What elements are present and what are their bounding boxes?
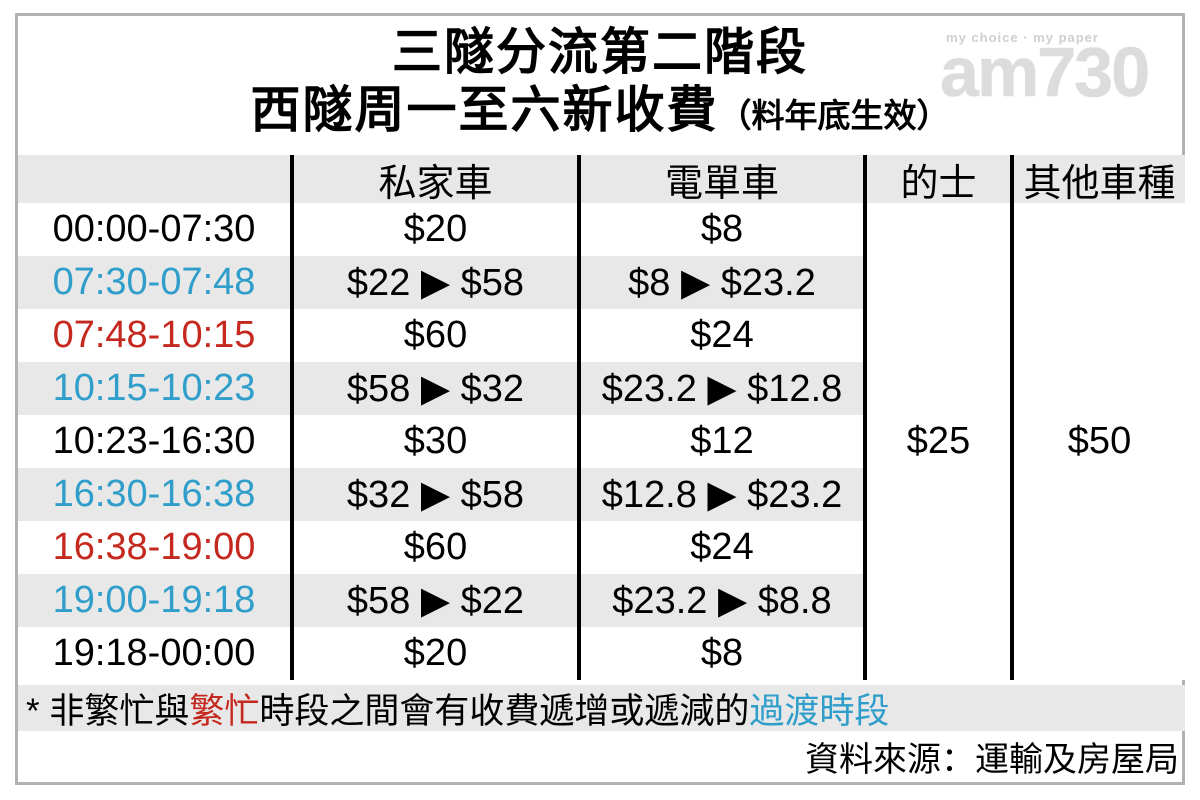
private-car-fare: $22 ▶ $58: [290, 256, 577, 309]
time-range: 19:00-19:18: [52, 579, 256, 621]
time-range: 10:15-10:23: [52, 367, 256, 409]
page-title-line2: 西隧周一至六新收費（料年底生效）: [0, 82, 1200, 138]
toll-fare-table: 私家車 電單車 的士 其他車種 00:00-07:30 $20 $8 07:30…: [18, 155, 1185, 680]
private-car-fare: $20: [290, 203, 577, 256]
am730-logo-wordmark: am730: [940, 33, 1150, 111]
col-header-private-car: 私家車: [290, 155, 577, 205]
col-header-time: [18, 155, 290, 203]
motorcycle-fare: $24: [577, 309, 863, 362]
private-car-fare: $20: [290, 627, 577, 680]
private-car-fare: $60: [290, 309, 577, 362]
table-body: 00:00-07:30 $20 $8 07:30-07:48 $22 ▶ $58…: [18, 203, 1185, 680]
motorcycle-fare: $8: [577, 203, 863, 256]
motorcycle-fare: $23.2 ▶ $8.8: [577, 574, 863, 627]
footnote-middle: 時段之間會有收費遞增或遞減的: [259, 691, 750, 731]
col-header-taxi: 的士: [863, 155, 1010, 205]
page-title-effective-note: （料年底生效）: [718, 97, 950, 134]
table-row: 07:48-10:15 $60 $24: [18, 309, 863, 362]
table-row: 10:15-10:23 $58 ▶ $32 $23.2 ▶ $12.8: [18, 362, 863, 415]
table-row: 16:30-16:38 $32 ▶ $58 $12.8 ▶ $23.2: [18, 468, 863, 521]
other-vehicles-fare-all-day: $50: [1010, 203, 1185, 680]
footnote: * 非繁忙與 繁忙 時段之間會有收費遞增或遞減的 過渡時段: [18, 685, 1185, 731]
motorcycle-fare: $8: [577, 627, 863, 680]
footnote-peak-word: 繁忙: [189, 691, 260, 731]
table-row: 16:38-19:00 $60 $24: [18, 521, 863, 574]
col-header-motorcycle: 電單車: [577, 155, 863, 205]
am730-logo: my choice · my paper am730: [940, 30, 1150, 111]
table-row: 19:18-00:00 $20 $8: [18, 627, 863, 680]
time-range: 10:23-16:30: [52, 420, 256, 462]
table-header-row: 私家車 電單車 的士 其他車種: [18, 155, 1185, 205]
time-range: 16:30-16:38: [52, 473, 256, 515]
time-range: 07:48-10:15: [52, 314, 256, 356]
title-block: 三隧分流第二階段 西隧周一至六新收費（料年底生效）: [0, 24, 1200, 138]
motorcycle-fare: $23.2 ▶ $12.8: [577, 362, 863, 415]
private-car-fare: $60: [290, 521, 577, 574]
col-header-other-vehicles: 其他車種: [1010, 155, 1185, 205]
time-range: 00:00-07:30: [52, 208, 256, 250]
data-source-credit: 資料來源：運輸及房屋局: [805, 740, 1179, 779]
private-car-fare: $30: [290, 415, 577, 468]
page-title-line1: 三隧分流第二階段: [392, 24, 808, 80]
private-car-fare: $32 ▶ $58: [290, 468, 577, 521]
motorcycle-fare: $12: [577, 415, 863, 468]
table-row: 00:00-07:30 $20 $8: [18, 203, 863, 256]
time-range: 16:38-19:00: [52, 526, 256, 568]
table-row: 07:30-07:48 $22 ▶ $58 $8 ▶ $23.2: [18, 256, 863, 309]
table-row: 10:23-16:30 $30 $12: [18, 415, 863, 468]
motorcycle-fare: $12.8 ▶ $23.2: [577, 468, 863, 521]
time-range: 19:18-00:00: [52, 632, 256, 674]
private-car-fare: $58 ▶ $22: [290, 574, 577, 627]
motorcycle-fare: $24: [577, 521, 863, 574]
private-car-fare: $58 ▶ $32: [290, 362, 577, 415]
page-title-line2-main: 西隧周一至六新收費: [250, 82, 719, 138]
time-range: 07:30-07:48: [52, 261, 256, 303]
footnote-transition-word: 過渡時段: [749, 691, 890, 731]
footnote-prefix: * 非繁忙與: [26, 691, 190, 731]
taxi-fare-all-day: $25: [863, 203, 1010, 680]
motorcycle-fare: $8 ▶ $23.2: [577, 256, 863, 309]
am730-logo-tagline: my choice · my paper: [946, 30, 1099, 45]
table-row: 19:00-19:18 $58 ▶ $22 $23.2 ▶ $8.8: [18, 574, 863, 627]
